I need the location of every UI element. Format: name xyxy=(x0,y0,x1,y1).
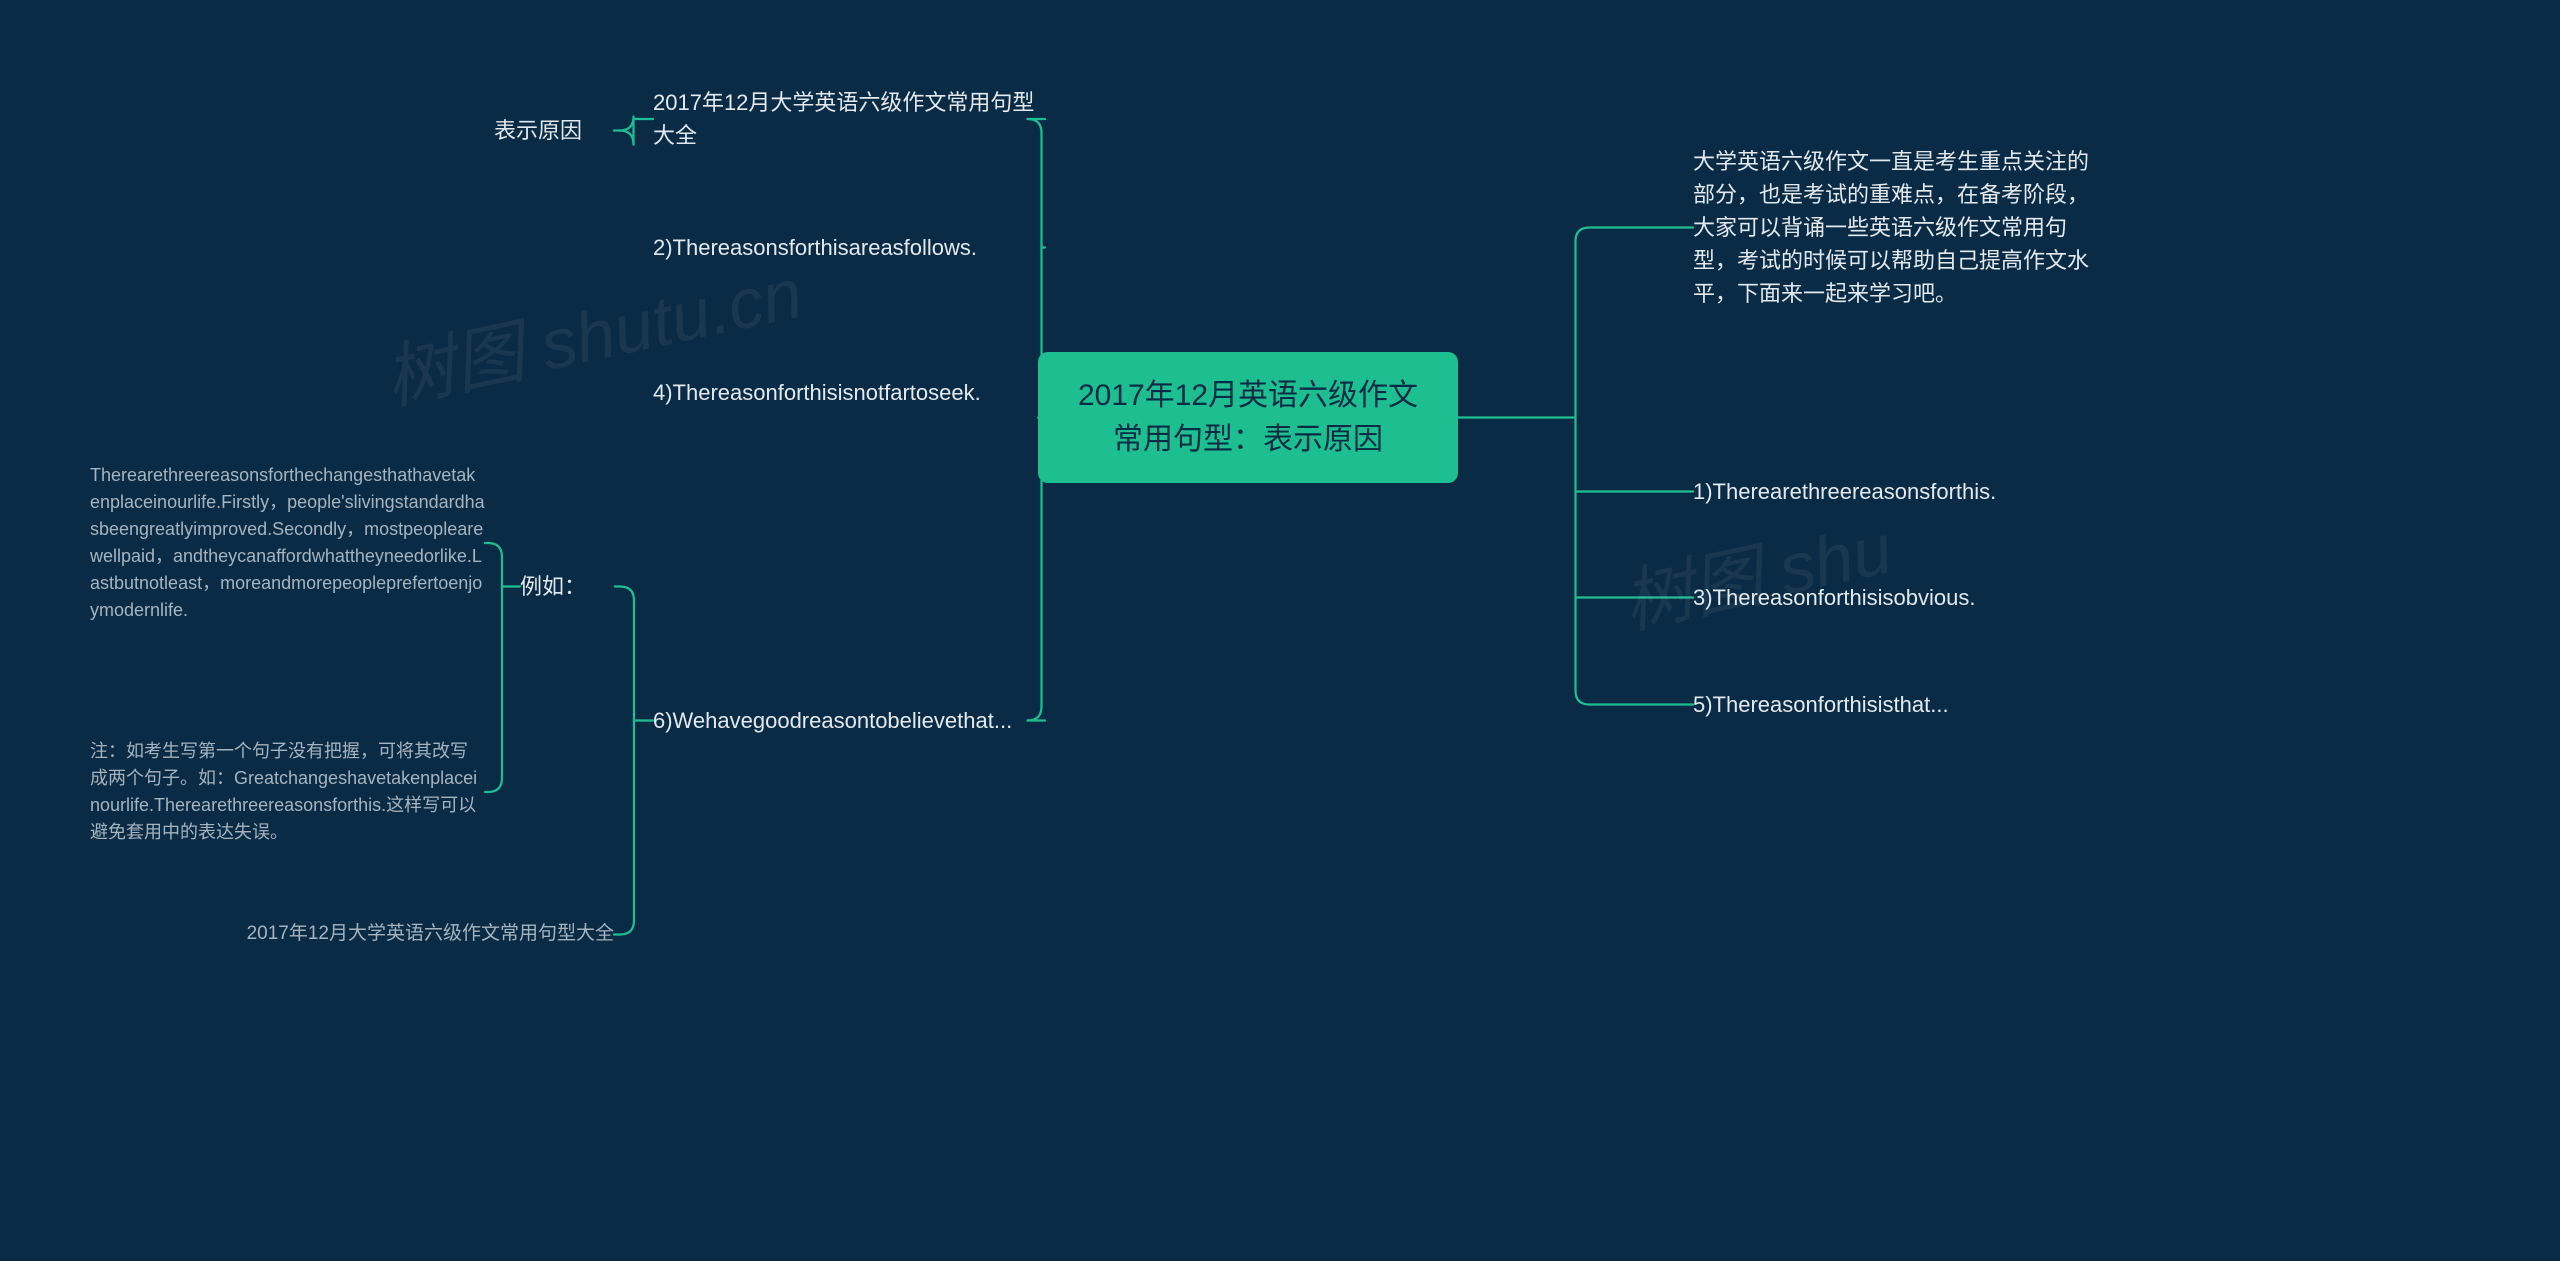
mindmap-node: 大学英语六级作文一直是考生重点关注的部分，也是考试的重难点，在备考阶段，大家可以… xyxy=(1693,145,2098,310)
mindmap-node: 注：如考生写第一个句子没有把握，可将其改写成两个句子。如：Greatchange… xyxy=(90,738,485,846)
mindmap-node: 4)Thereasonforthisisnotfartoseek. xyxy=(653,376,1045,409)
mindmap-node: 2)Thereasonsforthisareasfollows. xyxy=(653,231,1045,264)
mindmap-node: 5)Thereasonforthisisthat... xyxy=(1693,688,2103,721)
mindmap-node: 例如： xyxy=(520,570,615,603)
center-title-line1: 2017年12月英语六级作文 xyxy=(1066,374,1430,418)
mindmap-node: 2017年12月大学英语六级作文常用句型大全 xyxy=(152,920,614,949)
mindmap-node: 1)Therearethreereasonsforthis. xyxy=(1693,475,2123,508)
mindmap-node: 6)Wehavegoodreasontobelievethat... xyxy=(653,704,1045,737)
center-node: 2017年12月英语六级作文 常用句型：表示原因 xyxy=(1038,352,1458,483)
mindmap-node: Therearethreereasonsforthechangesthathav… xyxy=(90,462,485,624)
mindmap-node: 2017年12月大学英语六级作文常用句型大全 xyxy=(653,86,1045,152)
mindmap-node: 3)Thereasonforthisisobvious. xyxy=(1693,581,2113,614)
center-title-line2: 常用句型：表示原因 xyxy=(1066,418,1430,462)
mindmap-node: 表示原因 xyxy=(494,114,614,147)
